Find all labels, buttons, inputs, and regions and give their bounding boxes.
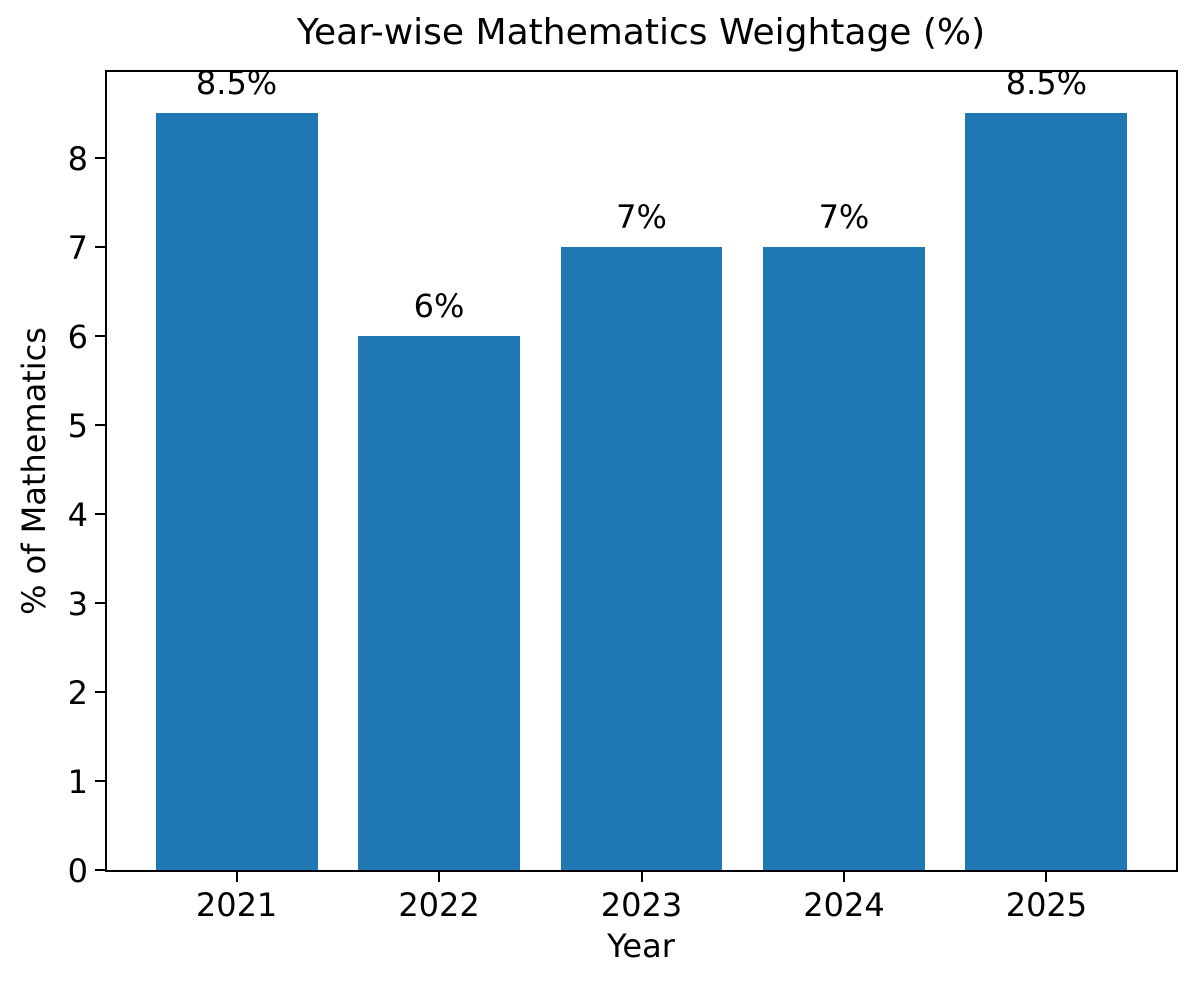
chart-title: Year-wise Mathematics Weightage (%)	[296, 12, 986, 53]
x-tick-mark-2025	[1045, 872, 1048, 882]
bar-value-label-2023: 7%	[616, 197, 667, 236]
y-tick-label-6: 6	[67, 317, 88, 356]
y-tick-label-4: 4	[67, 495, 88, 534]
y-tick-mark-8	[95, 156, 105, 159]
x-tick-label-2022: 2022	[398, 886, 480, 924]
y-tick-mark-1	[95, 779, 105, 782]
bar-2025	[965, 112, 1128, 870]
y-tick-mark-6	[95, 334, 105, 337]
x-tick-label-2025: 2025	[1005, 886, 1088, 924]
y-tick-label-1: 1	[67, 762, 88, 801]
bar-value-label-2025: 8.5%	[1005, 63, 1088, 102]
x-tick-mark-2022	[438, 872, 441, 882]
x-tick-label-2023: 2023	[600, 886, 683, 924]
bar-2024	[762, 246, 925, 870]
bar-2021	[155, 112, 318, 870]
x-tick-mark-2023	[640, 872, 643, 882]
y-tick-label-8: 8	[67, 139, 88, 178]
bar-value-label-2021: 8.5%	[195, 63, 278, 102]
y-tick-label-0: 0	[67, 852, 88, 890]
bar-2023	[560, 246, 723, 870]
y-tick-mark-0	[95, 869, 105, 871]
x-tick-mark-2021	[235, 872, 238, 882]
x-tick-label-2021: 2021	[195, 886, 278, 924]
bar-2022	[358, 335, 521, 870]
x-tick-mark-2024	[842, 872, 845, 882]
y-tick-label-2: 2	[67, 673, 88, 712]
x-tick-label-2024: 2024	[803, 886, 885, 924]
x-axis-label: Year	[607, 927, 675, 965]
plot-area: 8.5% 6% 7% 7% 8.5%	[105, 63, 1178, 872]
y-axis-label: % of Mathematics	[15, 327, 53, 615]
y-tick-mark-7	[95, 245, 105, 248]
y-tick-mark-2	[95, 690, 105, 693]
y-tick-mark-3	[95, 601, 105, 604]
y-tick-mark-5	[95, 423, 105, 426]
bar-value-label-2024: 7%	[818, 197, 870, 236]
y-tick-mark-4	[95, 512, 105, 515]
y-tick-label-3: 3	[67, 584, 88, 623]
y-tick-label-5: 5	[67, 406, 88, 445]
bar-value-label-2022: 6%	[413, 286, 465, 325]
y-tick-label-7: 7	[67, 228, 88, 267]
